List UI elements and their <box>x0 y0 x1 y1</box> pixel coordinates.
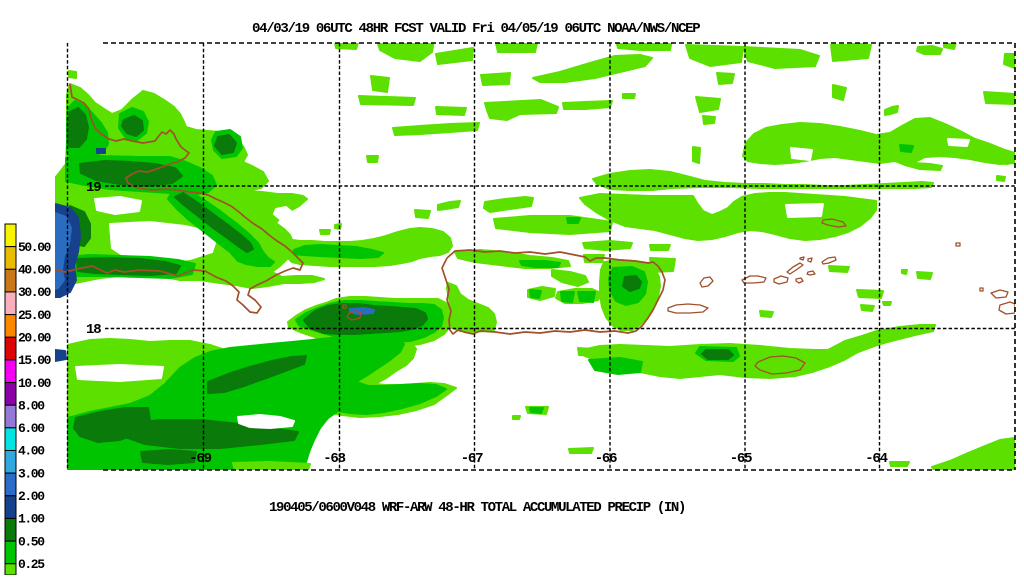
svg-text:-68: -68 <box>323 451 345 467</box>
svg-text:1.00: 1.00 <box>18 512 45 527</box>
svg-text:10.00: 10.00 <box>18 376 52 391</box>
svg-text:6.00: 6.00 <box>18 421 45 436</box>
svg-text:04/03/19 06UTC 48HR FCST VALID: 04/03/19 06UTC 48HR FCST VALID Fri 04/05… <box>252 21 700 37</box>
svg-text:-65: -65 <box>730 451 752 467</box>
svg-text:0.25: 0.25 <box>18 557 45 572</box>
svg-text:-66: -66 <box>595 451 617 467</box>
svg-text:0.50: 0.50 <box>18 534 45 549</box>
svg-text:-69: -69 <box>189 451 211 467</box>
svg-text:15.00: 15.00 <box>18 353 52 368</box>
svg-text:-64: -64 <box>865 451 887 467</box>
svg-text:50.00: 50.00 <box>18 240 52 255</box>
svg-text:-67: -67 <box>461 451 483 467</box>
svg-text:4.00: 4.00 <box>18 444 45 459</box>
svg-text:18: 18 <box>86 322 101 338</box>
svg-text:40.00: 40.00 <box>18 263 52 278</box>
svg-text:25.00: 25.00 <box>18 308 52 323</box>
svg-text:20.00: 20.00 <box>18 330 52 345</box>
svg-text:2.00: 2.00 <box>18 489 45 504</box>
svg-text:30.00: 30.00 <box>18 285 52 300</box>
svg-text:3.00: 3.00 <box>18 466 45 481</box>
svg-text:8.00: 8.00 <box>18 398 45 413</box>
svg-text:19: 19 <box>86 180 101 196</box>
svg-text:190405/0600V048 WRF-ARW 48-HR: 190405/0600V048 WRF-ARW 48-HR TOTAL ACCU… <box>269 500 685 516</box>
